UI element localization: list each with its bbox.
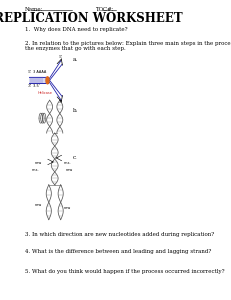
Text: new: new: [34, 161, 42, 165]
Text: 3'-5': 3'-5': [33, 84, 41, 88]
Text: new: new: [34, 203, 42, 207]
Text: new: new: [65, 168, 73, 172]
Text: a.: a.: [73, 57, 78, 62]
Text: m.s.: m.s.: [31, 168, 39, 172]
Text: 5': 5': [28, 70, 32, 74]
Text: DNA REPLICATION WORKSHEET: DNA REPLICATION WORKSHEET: [0, 12, 183, 25]
Text: 4. What is the difference between and leading and lagging strand?: 4. What is the difference between and le…: [24, 248, 211, 253]
Ellipse shape: [46, 77, 49, 84]
Text: b.: b.: [73, 108, 78, 113]
Text: Helicase: Helicase: [38, 91, 53, 95]
Text: TOC#:: TOC#:: [95, 7, 114, 12]
Text: 3 AAAA: 3 AAAA: [33, 70, 46, 74]
Text: c.: c.: [73, 155, 78, 160]
Text: 5': 5': [59, 56, 63, 59]
Text: 5. What do you think would happen if the process occurred incorrectly?: 5. What do you think would happen if the…: [24, 269, 224, 275]
Text: 3': 3': [28, 84, 32, 88]
Text: 3': 3': [59, 100, 63, 104]
Text: 1.  Why does DNA need to replicate?: 1. Why does DNA need to replicate?: [24, 27, 127, 32]
Text: m.s.: m.s.: [64, 161, 72, 165]
Text: Name:: Name:: [24, 7, 43, 12]
Text: new: new: [64, 206, 71, 210]
Text: 3. In which direction are new nucleotides added during replication?: 3. In which direction are new nucleotide…: [24, 232, 214, 237]
Text: 2. In relation to the pictures below: Explain three main steps in the process of: 2. In relation to the pictures below: Ex…: [24, 40, 231, 51]
